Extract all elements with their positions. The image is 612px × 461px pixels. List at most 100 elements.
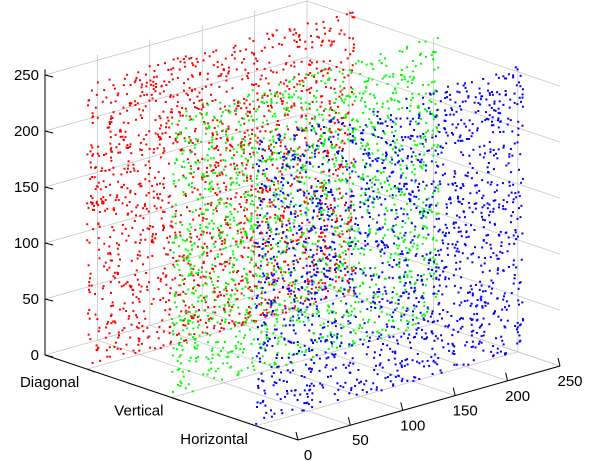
data-point: [434, 295, 437, 298]
data-point: [420, 296, 423, 299]
data-point: [481, 323, 483, 326]
data-point: [216, 296, 219, 298]
data-point: [400, 335, 403, 338]
data-point: [129, 189, 132, 192]
data-point: [464, 86, 467, 89]
data-point: [299, 257, 302, 260]
data-point: [517, 191, 520, 194]
data-point: [142, 109, 144, 112]
data-point: [144, 238, 147, 241]
data-point: [155, 207, 158, 210]
grid-line-floor-cat: [255, 351, 518, 427]
data-point: [425, 164, 428, 167]
data-point: [314, 148, 317, 151]
data-point: [248, 37, 251, 40]
data-point: [231, 266, 234, 269]
data-point: [359, 73, 362, 76]
data-point: [300, 114, 303, 117]
data-point: [317, 123, 320, 126]
data-point: [210, 180, 213, 183]
data-point: [301, 153, 304, 156]
data-point: [318, 235, 321, 238]
data-point: [453, 302, 456, 305]
data-point: [202, 216, 205, 219]
data-point: [512, 198, 515, 201]
data-point: [457, 123, 460, 126]
data-point: [261, 96, 264, 99]
data-point: [429, 93, 432, 96]
data-point: [136, 278, 139, 281]
data-point: [223, 202, 226, 205]
data-point: [187, 274, 190, 277]
data-point: [235, 68, 238, 71]
data-point: [425, 184, 428, 187]
data-point: [330, 40, 333, 43]
data-point: [415, 305, 418, 308]
data-point: [311, 323, 313, 326]
data-point: [232, 181, 235, 184]
data-point: [344, 98, 347, 101]
data-point: [244, 277, 247, 280]
data-point: [425, 204, 428, 207]
data-point: [436, 146, 439, 149]
data-point: [311, 228, 314, 231]
data-point: [329, 375, 332, 378]
data-point: [307, 283, 310, 285]
data-point: [349, 361, 352, 364]
data-point: [319, 324, 322, 327]
data-point: [502, 103, 505, 106]
data-point: [379, 307, 381, 310]
data-point: [256, 294, 259, 297]
data-point: [242, 348, 245, 350]
data-point: [251, 200, 254, 202]
data-point: [437, 357, 440, 360]
data-point: [178, 332, 181, 335]
data-point: [248, 311, 251, 314]
data-point: [329, 86, 332, 89]
data-point: [481, 218, 484, 221]
data-point: [297, 310, 300, 313]
data-point: [199, 207, 202, 210]
data-point: [333, 101, 336, 104]
data-point: [97, 145, 100, 148]
data-point: [181, 279, 184, 281]
data-point: [263, 94, 266, 96]
data-point: [213, 376, 216, 379]
data-point: [428, 364, 431, 367]
data-point: [490, 181, 493, 184]
data-point: [216, 280, 219, 283]
data-point: [258, 143, 261, 146]
data-point: [413, 376, 416, 379]
data-point: [424, 284, 427, 287]
data-point: [284, 145, 287, 148]
data-point: [117, 180, 120, 183]
z-tick: [44, 242, 54, 246]
data-point: [157, 171, 160, 174]
data-point: [108, 78, 111, 81]
data-point: [308, 230, 311, 233]
data-point: [311, 61, 313, 64]
data-point: [228, 314, 231, 317]
data-point: [191, 291, 194, 294]
data-point: [454, 142, 457, 144]
data-point: [172, 251, 175, 254]
data-point: [210, 83, 213, 86]
data-point: [175, 306, 178, 308]
data-point: [481, 246, 484, 249]
data-point: [239, 228, 242, 231]
data-point: [325, 296, 328, 299]
data-point: [406, 107, 409, 110]
data-point: [229, 366, 232, 369]
data-point: [177, 383, 179, 386]
data-point: [352, 118, 355, 121]
data-point: [288, 88, 291, 90]
data-point: [142, 138, 145, 141]
data-point: [273, 146, 276, 148]
data-point: [238, 330, 241, 333]
data-point: [456, 247, 459, 250]
data-point: [158, 138, 161, 141]
data-point: [291, 183, 293, 186]
data-point: [194, 127, 197, 130]
data-point: [375, 240, 377, 243]
data-point: [262, 148, 265, 151]
